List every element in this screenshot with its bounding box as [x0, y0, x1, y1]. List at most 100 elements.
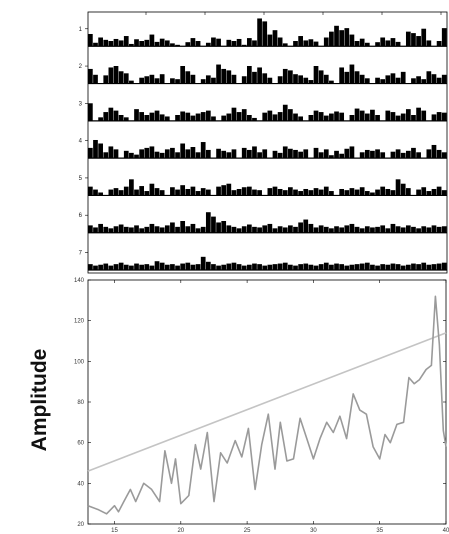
y-tick-label: 140	[74, 278, 85, 284]
row-4-bar	[416, 152, 421, 159]
row-1-bar	[211, 37, 216, 47]
row-4-bar	[359, 152, 365, 159]
row-7-bar	[216, 265, 221, 270]
row-5-bar	[421, 187, 427, 196]
row-1-bar	[390, 38, 396, 47]
row-7-bar	[318, 264, 324, 270]
row-2-bar	[144, 76, 150, 84]
row-2-bar	[344, 71, 350, 84]
row-2-bar	[252, 71, 257, 84]
row-7-bar	[134, 263, 139, 270]
row-6-bar	[205, 212, 211, 233]
row-6-bar	[334, 226, 339, 233]
row-6-bar	[246, 224, 252, 233]
row-1-bar	[190, 38, 196, 47]
row-7-bar	[175, 265, 180, 270]
row-4-bar	[252, 146, 257, 159]
row-5-bar	[216, 186, 221, 196]
row-4-bar	[339, 153, 345, 159]
row-4-bar	[272, 150, 278, 159]
row-3-bar	[339, 112, 345, 121]
row-6-bar	[180, 221, 186, 233]
row-4-bar	[113, 149, 119, 159]
row-5-bar	[170, 187, 175, 196]
row-2-bar	[159, 74, 165, 84]
row-6-bar	[303, 219, 309, 233]
row-4-bar	[364, 149, 370, 159]
row-2-bar	[129, 80, 134, 84]
row-7-bar	[288, 264, 293, 270]
row-6-bar	[216, 222, 221, 233]
row-4-bar	[436, 149, 442, 159]
row-3-bar	[241, 109, 247, 121]
row-3-bar	[139, 112, 145, 121]
row-3-bar	[272, 114, 278, 121]
row-6-bar	[159, 227, 165, 233]
row-7-bar	[241, 265, 247, 270]
row-3-bar	[400, 113, 406, 121]
row-3-bar	[159, 114, 165, 121]
row-7-bar	[205, 261, 211, 270]
row-3-bar	[329, 113, 334, 121]
y-tick-label: 80	[77, 400, 84, 406]
row-4-bar	[170, 147, 175, 159]
row-1-bar	[88, 33, 93, 47]
row-3-bar	[246, 115, 252, 121]
y-axis-title: Amplitude	[28, 349, 51, 452]
row-7-bar	[185, 262, 191, 270]
row-2-bar	[318, 70, 324, 84]
row-6-bar	[411, 226, 416, 233]
row-4-bar	[93, 139, 98, 159]
row-6-bar	[149, 223, 155, 233]
row-7-bar	[129, 265, 134, 270]
row-label-2: 2	[79, 64, 83, 70]
row-2-bar	[180, 66, 186, 84]
row-7-bar	[282, 262, 288, 270]
x-tick-label: 35	[376, 528, 383, 534]
row-1-bar	[385, 40, 391, 47]
row-label-4: 4	[79, 139, 83, 145]
row-6-bar	[113, 226, 119, 233]
row-3-bar	[293, 113, 298, 121]
row-2-bar	[88, 68, 93, 84]
y-tick-label: 40	[77, 481, 84, 487]
row-1-bar	[277, 37, 283, 47]
row-7-bar	[431, 264, 437, 270]
row-3-bar	[354, 108, 360, 121]
row-7-bar	[103, 263, 109, 270]
row-1-bar	[436, 41, 442, 47]
row-3-bar	[277, 112, 283, 121]
row-6-bar	[226, 225, 232, 233]
row-1-bar	[164, 40, 170, 47]
row-6-bar	[190, 223, 196, 233]
row-2-bar	[175, 79, 180, 84]
row-2-bar	[257, 67, 262, 84]
row-5-bar	[282, 190, 288, 196]
row-5-bar	[329, 191, 334, 196]
row-5-bar	[149, 183, 155, 196]
row-4-bar	[262, 149, 268, 159]
row-6-bar	[288, 225, 293, 233]
row-6-bar	[318, 225, 324, 233]
row-3-bar	[252, 117, 257, 121]
row-5-bar	[400, 183, 406, 196]
row-7-bar	[211, 264, 216, 270]
row-1-bar	[416, 36, 421, 47]
row-5-bar	[426, 191, 432, 196]
row-7-bar	[421, 262, 427, 270]
row-6-bar	[164, 225, 170, 233]
row-1-bar	[195, 41, 201, 47]
row-5-bar	[88, 186, 93, 196]
row-2-bar	[395, 77, 401, 84]
row-5-bar	[436, 186, 442, 196]
row-1-bar	[154, 41, 160, 47]
row-4-bar	[282, 146, 288, 159]
row-4-bar	[164, 149, 170, 159]
row-6-bar	[416, 228, 421, 233]
row-5-bar	[277, 188, 283, 196]
row-3-bar	[298, 116, 303, 121]
row-6-bar	[293, 226, 298, 233]
row-5-bar	[159, 190, 165, 196]
row-3-bar	[103, 112, 109, 121]
row-6-bar	[93, 227, 98, 233]
